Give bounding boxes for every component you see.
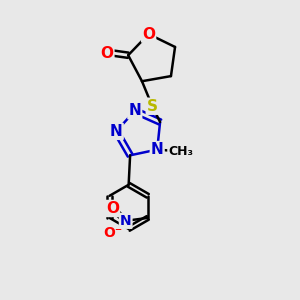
Text: O⁻: O⁻ — [103, 226, 122, 240]
Text: N: N — [110, 124, 123, 139]
Text: N: N — [151, 142, 164, 157]
Text: N: N — [128, 103, 141, 118]
Text: CH₃: CH₃ — [168, 145, 193, 158]
Text: S: S — [147, 99, 158, 114]
Text: O: O — [100, 46, 113, 61]
Text: O: O — [106, 201, 119, 216]
Text: O: O — [142, 27, 155, 42]
Text: N: N — [120, 214, 131, 228]
